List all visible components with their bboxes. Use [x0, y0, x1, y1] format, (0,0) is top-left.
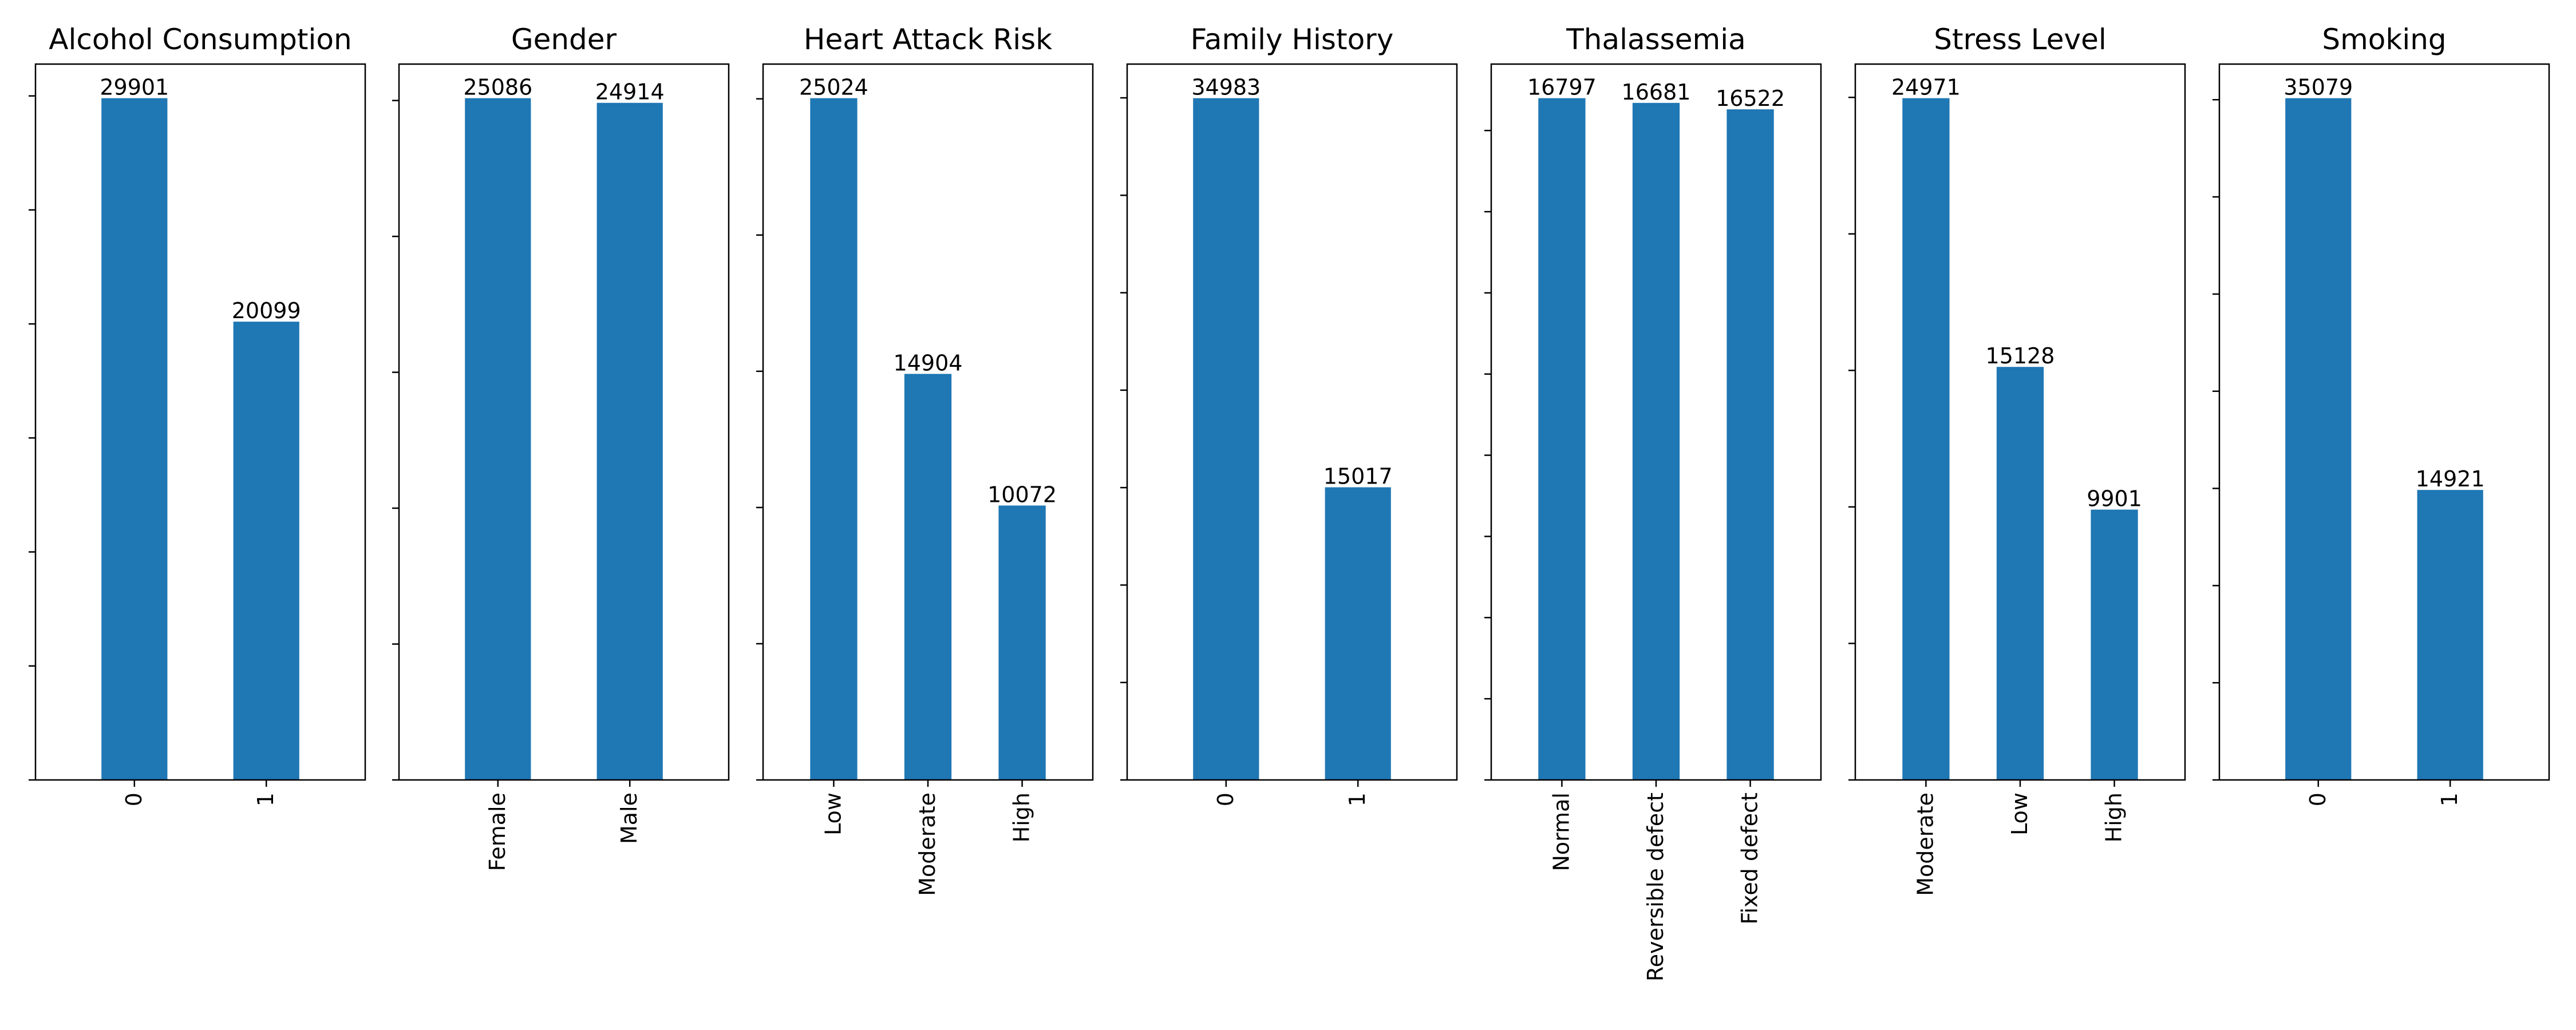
bar: [233, 322, 299, 780]
data-label: 24971: [1891, 75, 1961, 100]
x-tick-label: Moderate: [1913, 793, 1938, 896]
data-label: 14921: [2416, 466, 2485, 492]
panel-title: Heart Attack Risk: [804, 23, 1052, 56]
panel-title: Thalassemia: [1566, 23, 1746, 56]
bar: [465, 98, 531, 781]
panel-title: Smoking: [2322, 23, 2446, 56]
axes-frame: [398, 63, 730, 781]
chart-panel: Family History 34983 0 15017 1: [1120, 23, 1458, 806]
x-tick-label: 1: [253, 793, 278, 806]
axes-frame: [762, 63, 1094, 781]
x-tick-label: 0: [2305, 793, 2330, 806]
bar: [1632, 102, 1680, 780]
x-tick-label: Low: [820, 793, 846, 835]
panel-title: Gender: [511, 23, 617, 56]
panel-title: Alcohol Consumption: [49, 23, 351, 56]
data-label: 15017: [1323, 464, 1393, 489]
x-tick-label: Normal: [1548, 793, 1574, 871]
data-label: 25086: [463, 75, 532, 100]
panel-title: Family History: [1191, 23, 1394, 56]
x-tick-label: Female: [485, 793, 510, 871]
data-label: 24914: [595, 80, 665, 105]
chart-panel: Heart Attack Risk 25024 Low 14904 Moderate 10…: [756, 23, 1094, 896]
chart-panel: Thalassemia 16797 Normal 16681 Reversible de…: [1484, 23, 1822, 981]
data-label: 35079: [2283, 75, 2353, 100]
bar: [596, 102, 663, 780]
chart-panel: Gender 25086 Female 24914 Male: [392, 23, 730, 871]
bar: [1726, 109, 1774, 780]
bar: [1325, 487, 1391, 780]
x-tick-label: Moderate: [915, 793, 940, 896]
axes-frame: [2218, 63, 2550, 781]
bar: [1902, 98, 1950, 781]
bar: [1193, 98, 1259, 781]
data-label: 16681: [1622, 80, 1691, 105]
data-label: 9901: [2087, 486, 2142, 512]
bar: [2285, 98, 2352, 781]
data-label: 16522: [1716, 86, 1785, 111]
x-tick-label: Reversible defect: [1643, 793, 1668, 981]
chart-panel: Smoking 35079 0 14921 1: [2212, 23, 2550, 806]
data-label: 25024: [799, 75, 868, 100]
x-tick-label: 1: [2437, 793, 2462, 806]
x-tick-label: 0: [121, 793, 147, 806]
x-tick-label: 1: [1345, 793, 1370, 806]
bar: [101, 98, 168, 781]
chart-panel: Stress Level 24971 Moderate 15128 Low 9901 Hig…: [1848, 23, 2186, 896]
panel-title: Stress Level: [1934, 23, 2107, 56]
data-label: 29901: [100, 75, 169, 100]
data-label: 10072: [987, 482, 1057, 507]
data-label: 14904: [894, 350, 963, 375]
bar: [2417, 490, 2483, 780]
data-label: 20099: [232, 298, 301, 323]
axes-frame: [1126, 63, 1458, 781]
axes-frame: [1854, 63, 2186, 781]
x-tick-label: Male: [617, 793, 642, 844]
bar: [1538, 98, 1586, 781]
x-tick-label: High: [2101, 793, 2127, 842]
data-label: 15128: [1986, 343, 2055, 369]
bar: [904, 374, 952, 780]
bar: [2091, 509, 2138, 780]
bar: [810, 98, 858, 781]
data-label: 34983: [1191, 75, 1261, 100]
axes-frame: [34, 63, 366, 781]
bar: [1996, 367, 2044, 780]
axes-frame: [1490, 63, 1822, 781]
x-tick-label: Low: [2007, 793, 2032, 835]
chart-panel: Alcohol Consumption 29901 0 20099 1: [29, 23, 366, 806]
data-label: 16797: [1527, 75, 1597, 100]
x-tick-label: 0: [1213, 793, 1238, 806]
x-tick-label: High: [1009, 793, 1034, 842]
x-tick-label: Fixed defect: [1737, 793, 1763, 925]
bar: [998, 505, 1046, 780]
